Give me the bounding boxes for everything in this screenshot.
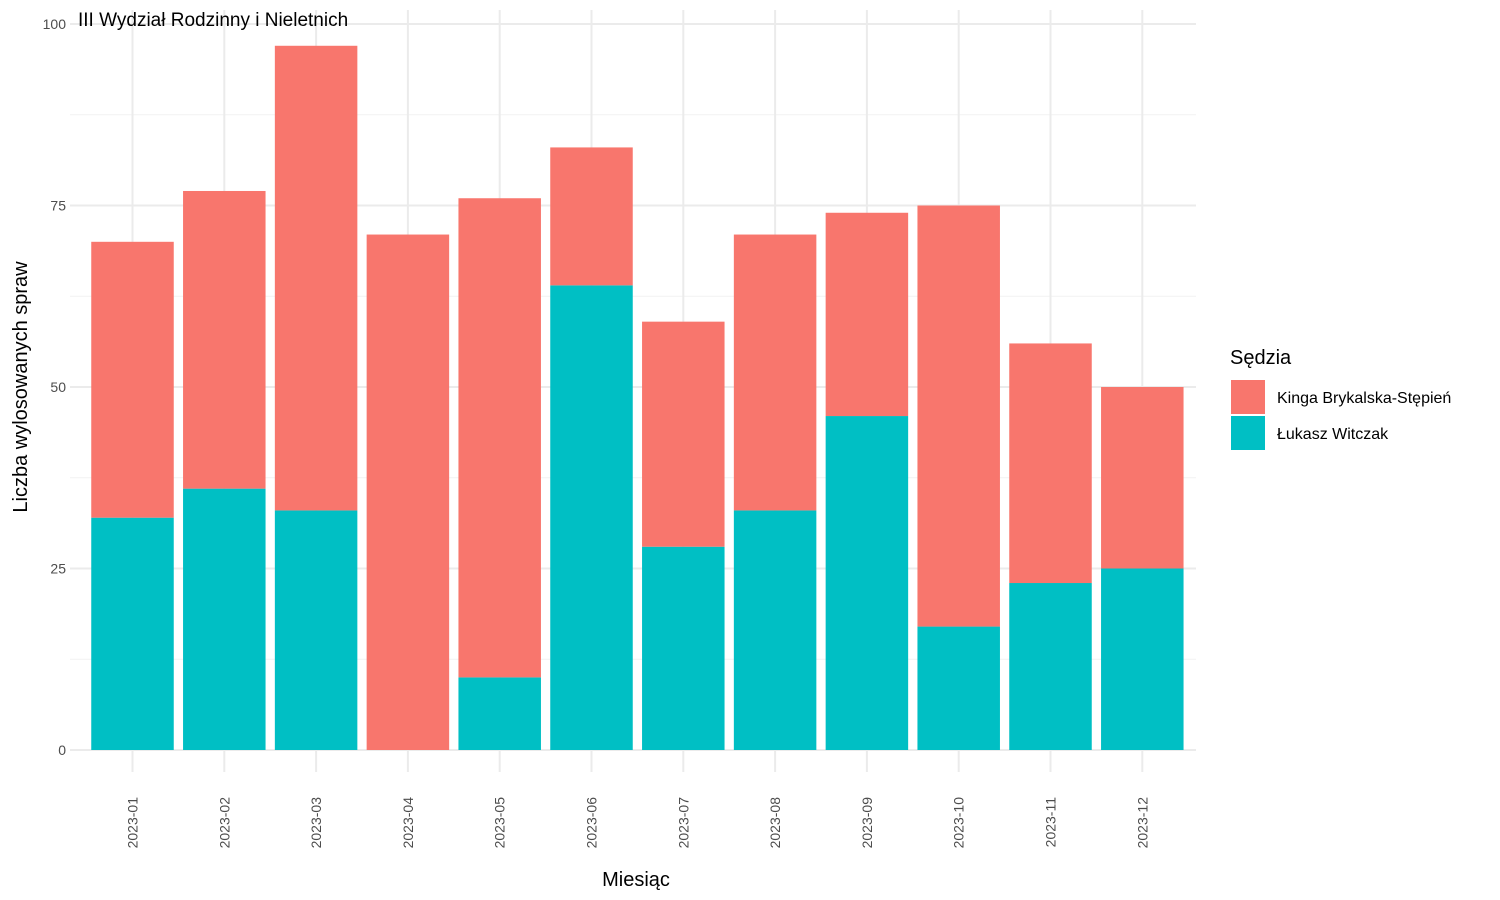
bar-2023-06-series-1: [550, 147, 633, 286]
bar-2023-01-series-0: [91, 517, 174, 750]
x-tick-label: 2023-04: [400, 797, 416, 849]
x-tick-label: 2023-08: [767, 797, 783, 849]
x-tick-label: 2023-01: [125, 797, 141, 849]
y-tick-label: 100: [43, 16, 67, 32]
bar-2023-08-series-1: [733, 234, 817, 511]
bar-2023-05-series-1: [458, 198, 541, 678]
x-tick-label: 2023-03: [308, 797, 324, 849]
legend-swatch: [1231, 416, 1265, 450]
x-tick-label: 2023-11: [1043, 797, 1059, 848]
x-tick-label: 2023-06: [584, 797, 600, 849]
bar-2023-07-series-0: [642, 546, 725, 750]
x-tick-label: 2023-10: [951, 797, 967, 849]
bar-2023-03-series-0: [274, 510, 358, 750]
bar-2023-12-series-0: [1101, 568, 1184, 750]
bar-2023-10-series-1: [917, 205, 1000, 627]
y-tick-label: 75: [50, 198, 66, 214]
x-axis-ticks: 2023-01 2023-02 2023-03 2023-04 2023-05 2023-…: [125, 797, 1151, 849]
bar-2023-07-series-1: [642, 321, 725, 547]
x-axis-title: Miesiąc: [602, 869, 670, 891]
x-tick-label: 2023-07: [675, 797, 691, 849]
bar-2023-06-series-0: [550, 285, 633, 750]
bar-2023-10-series-0: [917, 626, 1000, 750]
bar-2023-03-series-1: [274, 45, 358, 511]
bar-2023-09-series-1: [825, 212, 909, 417]
legend-label: Kinga Brykalska-Stępień: [1277, 390, 1451, 407]
bar-2023-12-series-1: [1101, 387, 1184, 569]
y-axis-title: Liczba wylosowanych spraw: [10, 261, 32, 513]
y-tick-label: 0: [58, 742, 66, 758]
bar-2023-02-series-0: [183, 488, 266, 750]
x-tick-label: 2023-09: [859, 797, 875, 849]
bar-2023-09-series-0: [825, 416, 909, 750]
bar-2023-11-series-0: [1009, 583, 1092, 750]
chart-title: III Wydział Rodzinny i Nieletnich: [78, 10, 348, 31]
bar-2023-08-series-0: [733, 510, 817, 750]
legend-label: Łukasz Witczak: [1277, 426, 1389, 443]
y-axis-ticks: 0 25 50 75 100: [43, 16, 67, 758]
bar-2023-01-series-1: [91, 241, 174, 518]
y-tick-label: 25: [50, 561, 66, 577]
bar-2023-02-series-1: [183, 190, 266, 489]
bar-2023-05-series-0: [458, 677, 541, 750]
bar-2023-11-series-1: [1009, 343, 1092, 584]
y-tick-label: 50: [50, 379, 66, 395]
legend: Sędzia Kinga Brykalska-Stępień Łukasz Wit…: [1230, 347, 1451, 450]
x-tick-label: 2023-12: [1134, 797, 1150, 849]
bars: [91, 45, 1184, 751]
x-tick-label: 2023-05: [492, 797, 508, 849]
bar-2023-04-series-1: [366, 234, 450, 751]
x-tick-label: 2023-02: [216, 797, 232, 849]
legend-title: Sędzia: [1230, 347, 1292, 369]
legend-swatch: [1231, 380, 1265, 414]
